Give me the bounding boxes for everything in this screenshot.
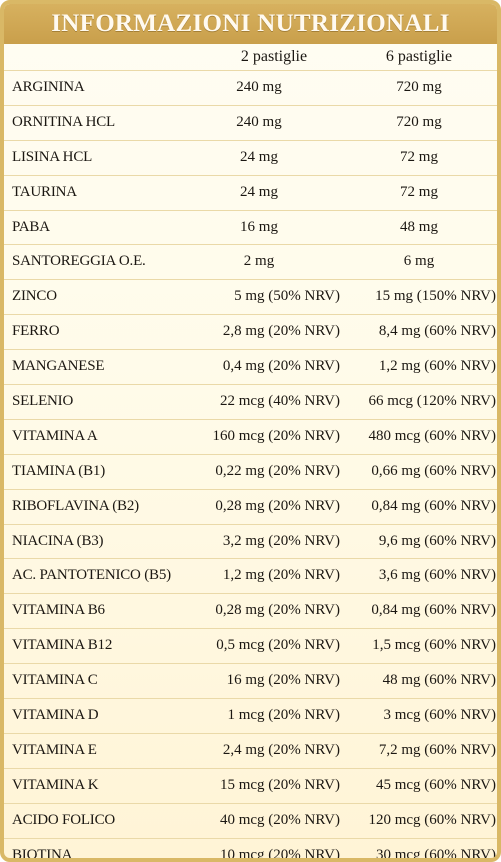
value-2-tablets: 24 mg (240, 148, 278, 165)
nutrient-name: AC. PANTOTENICO (B5) (12, 567, 171, 584)
nutrient-name: VITAMINA C (12, 672, 98, 689)
value-6-tablets: 6 mg (403, 253, 435, 270)
value-2-tablets: 16 mg (240, 218, 278, 235)
nutrient-name: TIAMINA (B1) (12, 462, 106, 479)
value-6-tablets: 48 mg (60% NRV) (382, 672, 496, 689)
value-2-tablets: 16 mg (20% NRV) (226, 672, 340, 689)
table-row: PABA 16 mg 48 mg (4, 211, 497, 246)
value-6-tablets: 72 mg (400, 183, 438, 200)
nutrient-name: VITAMINA A (12, 427, 98, 444)
value-2-tablets: 1 mcg (20% NRV) (227, 707, 340, 724)
panel-title: INFORMAZIONI NUTRIZIONALI (4, 4, 497, 44)
table-row: TIAMINA (B1) 0,22 mg (20% NRV) 0,66 mg (60… (4, 455, 497, 490)
value-2-tablets: 160 mcg (20% NRV) (212, 427, 340, 444)
value-6-tablets: 480 mcg (60% NRV) (368, 427, 496, 444)
value-6-tablets: 3 mcg (60% NRV) (383, 707, 496, 724)
value-6-tablets: 0,84 mg (60% NRV) (371, 497, 496, 514)
value-6-tablets: 7,2 mg (60% NRV) (378, 741, 496, 758)
value-2-tablets: 1,2 mg (20% NRV) (222, 567, 340, 584)
value-6-tablets: 48 mg (400, 218, 438, 235)
table-row: BIOTINA 10 mcg (20% NRV) 30 mcg (60% NRV) (4, 839, 497, 862)
value-6-tablets: 1,5 mcg (60% NRV) (372, 637, 496, 654)
table-row: VITAMINA B6 0,28 mg (20% NRV) 0,84 mg (60%… (4, 594, 497, 630)
value-2-tablets: 40 mcg (20% NRV) (219, 811, 340, 828)
value-6-tablets: 720 mg (396, 79, 442, 95)
value-2-tablets: 5 mg (50% NRV) (234, 288, 340, 305)
table-row: SELENIO 22 mcg (40% NRV) 66 mcg (120% NRV) (4, 385, 497, 420)
value-2-tablets: 15 mcg (20% NRV) (219, 776, 340, 793)
value-6-tablets: 45 mcg (60% NRV) (375, 776, 496, 793)
value-2-tablets: 0,5 mcg (20% NRV) (216, 637, 340, 654)
value-6-tablets: 8,4 mg (60% NRV) (378, 323, 496, 340)
value-2-tablets: 2,4 mg (20% NRV) (222, 741, 340, 758)
value-6-tablets: 720 mg (396, 113, 442, 130)
nutrient-name: ACIDO FOLICO (12, 811, 116, 828)
value-2-tablets: 2,8 mg (20% NRV) (222, 323, 340, 340)
table-row: VITAMINA B12 0,5 mcg (20% NRV) 1,5 mcg (60… (4, 629, 497, 665)
value-6-tablets: 72 mg (400, 148, 438, 165)
value-2-tablets: 3,2 mg (20% NRV) (222, 532, 340, 549)
nutrient-name: TAURINA (12, 183, 77, 200)
value-6-tablets: 15 mg (150% NRV) (375, 288, 496, 305)
value-2-tablets: 0,4 mg (20% NRV) (222, 358, 340, 375)
value-6-tablets: 66 mcg (120% NRV) (368, 393, 496, 410)
table-row: RIBOFLAVINA (B2) 0,28 mg (20% NRV) 0,84 mg… (4, 490, 497, 525)
table-row: MANGANESE 0,4 mg (20% NRV) 1,2 mg (60% NRV… (4, 350, 497, 386)
table-row: VITAMINA D 1 mcg (20% NRV) 3 mcg (60% NRV) (4, 699, 497, 734)
value-6-tablets: 9,6 mg (60% NRV) (378, 532, 496, 549)
table-row: ACIDO FOLICO 40 mcg (20% NRV) 120 mcg (60%… (4, 804, 497, 839)
nutrient-name: PABA (12, 218, 50, 235)
nutrient-name: VITAMINA B12 (12, 637, 113, 654)
nutrient-name: RIBOFLAVINA (B2) (12, 497, 139, 514)
value-2-tablets: 24 mg (240, 183, 278, 200)
nutrient-name: VITAMINA D (12, 707, 99, 724)
column-header-2-tablets: 2 pastiglie (240, 48, 308, 65)
value-6-tablets: 0,66 mg (60% NRV) (371, 462, 496, 479)
value-2-tablets: 22 mcg (40% NRV) (219, 393, 340, 410)
nutrient-name: ZINCO (12, 288, 57, 305)
value-2-tablets: 240 mg (236, 113, 282, 130)
table-row: VITAMINA C 16 mg (20% NRV) 48 mg (60% NRV) (4, 664, 497, 700)
table-row: TAURINA 24 mg 72 mg (4, 176, 497, 211)
nutrient-name: SANTOREGGIA O.E. (12, 253, 146, 270)
table-row: NIACINA (B3) 3,2 mg (20% NRV) 9,6 mg (60% … (4, 525, 497, 560)
value-6-tablets: 3,6 mg (60% NRV) (378, 567, 496, 584)
nutrient-name: SELENIO (12, 393, 74, 410)
table-row: AC. PANTOTENICO (B5) 1,2 mg (20% NRV) 3,6 … (4, 559, 497, 595)
value-2-tablets: 0,28 mg (20% NRV) (215, 497, 340, 514)
nutrient-name: ARGININA (12, 79, 85, 95)
nutrient-name: ORNITINA HCL (12, 113, 116, 130)
table-row: VITAMINA E 2,4 mg (20% NRV) 7,2 mg (60% NR… (4, 734, 497, 769)
nutrient-name: LISINA HCL (12, 148, 93, 165)
table-row: FERRO 2,8 mg (20% NRV) 8,4 mg (60% NRV) (4, 315, 497, 351)
value-6-tablets: 0,84 mg (60% NRV) (371, 602, 496, 619)
nutrient-name: FERRO (12, 323, 60, 340)
value-2-tablets: 240 mg (236, 79, 282, 95)
table-row: VITAMINA A 160 mcg (20% NRV) 480 mcg (60% … (4, 420, 497, 455)
table-row: VITAMINA K 15 mcg (20% NRV) 45 mcg (60% NR… (4, 769, 497, 804)
nutrient-name: BIOTINA (12, 846, 73, 862)
nutrient-name: VITAMINA K (12, 776, 99, 793)
table-row: LISINA HCL 24 mg 72 mg (4, 141, 497, 176)
table-row: ZINCO 5 mg (50% NRV) 15 mg (150% NRV) (4, 280, 497, 316)
value-6-tablets: 30 mcg (60% NRV) (375, 846, 496, 862)
table-row: SANTOREGGIA O.E. 2 mg 6 mg (4, 245, 497, 281)
value-2-tablets: 2 mg (243, 253, 275, 270)
value-6-tablets: 120 mcg (60% NRV) (368, 811, 496, 828)
value-2-tablets: 10 mcg (20% NRV) (219, 846, 340, 862)
nutrient-name: VITAMINA E (12, 741, 97, 758)
value-2-tablets: 0,22 mg (20% NRV) (215, 462, 340, 479)
value-2-tablets: 0,28 mg (20% NRV) (215, 602, 340, 619)
nutrient-name: MANGANESE (12, 358, 105, 375)
column-header-6-tablets: 6 pastiglie (385, 48, 453, 65)
nutrient-name: NIACINA (B3) (12, 532, 104, 549)
table-row: ORNITINA HCL 240 mg 720 mg (4, 106, 497, 141)
nutrient-name: VITAMINA B6 (12, 602, 105, 619)
table-row: ARGININA 240 mg 720 mg (4, 70, 497, 106)
value-6-tablets: 1,2 mg (60% NRV) (378, 358, 496, 375)
nutrition-table: ARGININA 240 mg 720 mg ORNITINA HCL 240 mg 72… (4, 70, 497, 862)
